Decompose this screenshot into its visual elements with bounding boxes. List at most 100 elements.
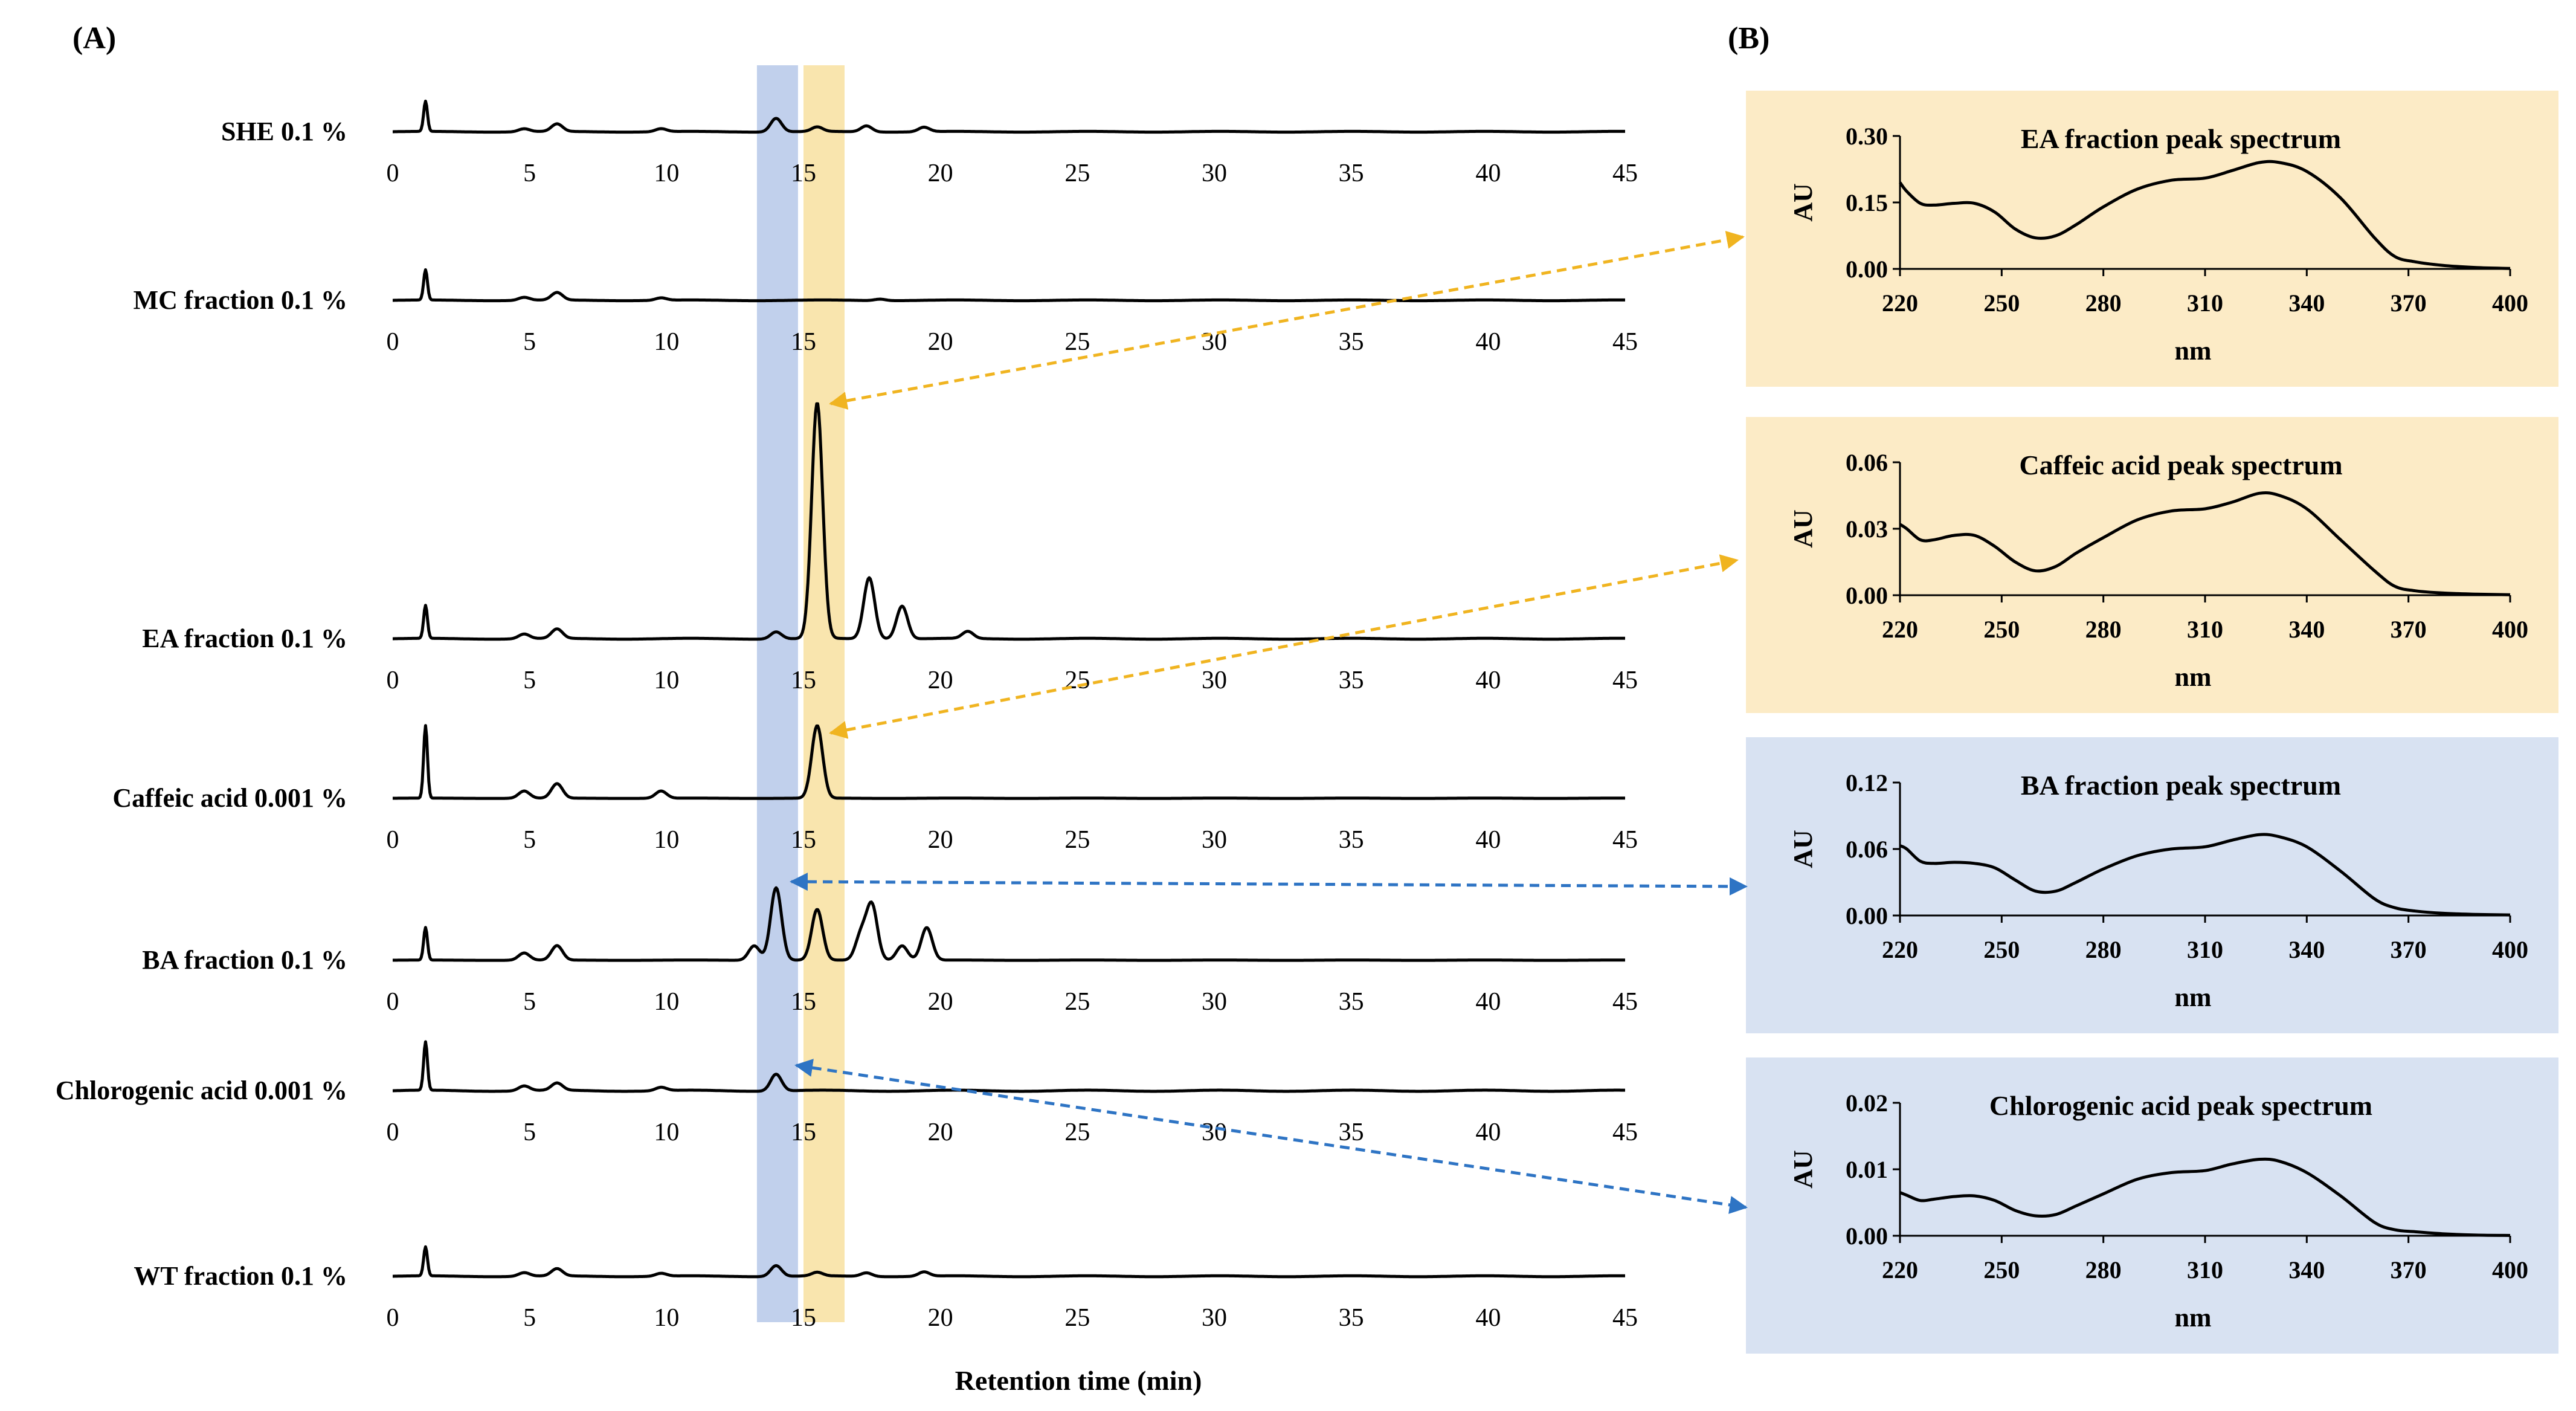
trace-caffeic-acid-0-001: Caffeic acid 0.001 % 0 5 10 15 20 25 30 35 40 45: [112, 724, 1638, 854]
y-tick-label: 0.00: [1846, 582, 1888, 609]
x-tick-label: 35: [1339, 826, 1364, 854]
highlight-band-blue: [756, 65, 798, 1322]
spectrum-y-axis-title: AU: [1788, 1150, 1818, 1189]
x-tick-label: 340: [2288, 616, 2325, 643]
trace-signal: [392, 724, 1626, 800]
spectrum-title: EA fraction peak spectrum: [2021, 123, 2341, 154]
x-tick-label: 15: [791, 1119, 816, 1146]
trace-label: EA fraction 0.1 %: [142, 624, 347, 653]
y-tick-label: 0.00: [1846, 1222, 1888, 1250]
x-tick-label: 20: [928, 667, 953, 694]
x-tick-label: 340: [2288, 936, 2325, 963]
spectrum-curve: [1899, 833, 2511, 917]
x-tick-label: 340: [2288, 1256, 2325, 1283]
x-tick-label: 20: [928, 988, 953, 1016]
x-tick-label: 220: [1882, 616, 1918, 643]
x-tick-label: 280: [2085, 616, 2122, 643]
x-tick-label: 45: [1612, 328, 1638, 356]
y-tick-label: 0.15: [1846, 189, 1888, 216]
x-tick-label: 30: [1202, 988, 1227, 1016]
y-tick-label: 0.30: [1846, 123, 1888, 150]
x-tick-label: 45: [1612, 1304, 1638, 1332]
trace-ea-fraction-0-1: EA fraction 0.1 % 0 5 10 15 20 25 30 35 40 45: [142, 402, 1638, 694]
x-tick-label: 10: [654, 1304, 679, 1332]
spectrum-panel-caffeic-acid-peak-spectrum: 0.00 0.03 0.06 220 250 280 310 340 370 400 Caffeic…: [1746, 417, 2558, 713]
x-tick-label: 5: [523, 667, 536, 694]
trace-label: Chlorogenic acid 0.001 %: [56, 1076, 347, 1105]
trace-label: SHE 0.1 %: [221, 117, 347, 146]
x-tick-label: 370: [2391, 936, 2427, 963]
spectrum-panel-background: [1746, 91, 2558, 387]
x-tick-label: 45: [1612, 160, 1638, 187]
spectrum-x-axis-title: nm: [2174, 336, 2211, 366]
x-tick-label: 35: [1339, 1304, 1364, 1332]
x-tick-label: 15: [791, 1304, 816, 1332]
x-tick-label: 400: [2492, 936, 2528, 963]
x-tick-label: 280: [2085, 1256, 2122, 1283]
x-tick-label: 310: [2187, 616, 2223, 643]
trace-signal: [392, 1245, 1626, 1279]
x-tick-label: 20: [928, 826, 953, 854]
chromatogram-traces: SHE 0.1 % 0 5 10 15 20 25 30 35 40 45 MC fraction 0…: [56, 99, 1638, 1332]
x-tick-label: 250: [1983, 936, 2020, 963]
x-tick-label: 400: [2492, 616, 2528, 643]
x-tick-label: 25: [1064, 667, 1090, 694]
x-tick-label: 400: [2492, 1256, 2528, 1283]
x-tick-label: 25: [1064, 1119, 1090, 1146]
x-tick-label: 250: [1983, 616, 2020, 643]
x-tick-label: 280: [2085, 289, 2122, 317]
x-tick-label: 10: [654, 667, 679, 694]
y-tick-label: 0.00: [1846, 256, 1888, 283]
trace-label: Caffeic acid 0.001 %: [112, 783, 347, 813]
spectrum-y-axis-title: AU: [1788, 183, 1818, 222]
trace-signal: [392, 99, 1626, 134]
x-tick-label: 5: [523, 826, 536, 854]
spectrum-panel-background: [1746, 1057, 2558, 1354]
panel-label-a: (A): [72, 21, 116, 56]
x-tick-label: 310: [2187, 936, 2223, 963]
x-tick-label: 220: [1882, 936, 1918, 963]
x-axis-title: Retention time (min): [955, 1365, 1202, 1396]
trace-she-0-1: SHE 0.1 % 0 5 10 15 20 25 30 35 40 45: [221, 99, 1638, 187]
x-tick-label: 370: [2391, 616, 2427, 643]
x-tick-label: 5: [523, 988, 536, 1016]
x-tick-label: 25: [1064, 826, 1090, 854]
x-tick-label: 25: [1064, 328, 1090, 356]
panel-label-b: (B): [1728, 21, 1769, 56]
spectrum-panel-ba-fraction-peak-spectrum: 0.00 0.06 0.12 220 250 280 310 340 370 400 BA frac…: [1746, 737, 2558, 1033]
arrow-ba-to-spectrum: [790, 873, 1748, 896]
trace-label: WT fraction 0.1 %: [134, 1261, 347, 1291]
spectrum-panel-ea-fraction-peak-spectrum: 0.00 0.15 0.30 220 250 280 310 340 370 400 EA frac…: [1746, 91, 2558, 387]
x-tick-label: 30: [1202, 1304, 1227, 1332]
x-tick-label: 370: [2391, 1256, 2427, 1283]
arrow-ea-to-spectrum: [829, 231, 1745, 410]
trace-signal: [392, 1040, 1626, 1093]
spectrum-curve: [1899, 1157, 2511, 1237]
x-tick-label: 40: [1475, 160, 1501, 187]
trace-chlorogenic-acid-0-001: Chlorogenic acid 0.001 % 0 5 10 15 20 25 30 35 40…: [56, 1040, 1638, 1146]
x-tick-label: 25: [1064, 160, 1090, 187]
spectrum-x-axis-title: nm: [2174, 1303, 2211, 1332]
spectrum-panel-background: [1746, 417, 2558, 713]
y-tick-label: 0.01: [1846, 1156, 1888, 1183]
x-tick-label: 340: [2288, 289, 2325, 317]
x-tick-label: 20: [928, 1304, 953, 1332]
x-tick-label: 5: [523, 160, 536, 187]
arrow-caffeic-to-spectrum: [829, 554, 1739, 739]
trace-signal: [392, 886, 1626, 962]
x-tick-label: 45: [1612, 1119, 1638, 1146]
x-tick-label: 5: [523, 328, 536, 356]
trace-wt-fraction-0-1: WT fraction 0.1 % 0 5 10 15 20 25 30 35 40 45: [134, 1245, 1638, 1332]
x-tick-label: 45: [1612, 667, 1638, 694]
spectrum-y-axis-title: AU: [1788, 830, 1818, 868]
x-tick-label: 25: [1064, 988, 1090, 1016]
x-tick-label: 15: [791, 667, 816, 694]
x-tick-label: 280: [2085, 936, 2122, 963]
x-tick-label: 15: [791, 328, 816, 356]
trace-ba-fraction-0-1: BA fraction 0.1 % 0 5 10 15 20 25 30 35 40 45: [142, 886, 1638, 1016]
x-tick-label: 30: [1202, 160, 1227, 187]
x-tick-label: 40: [1475, 1304, 1501, 1332]
x-tick-label: 10: [654, 1119, 679, 1146]
x-tick-label: 220: [1882, 1256, 1918, 1283]
